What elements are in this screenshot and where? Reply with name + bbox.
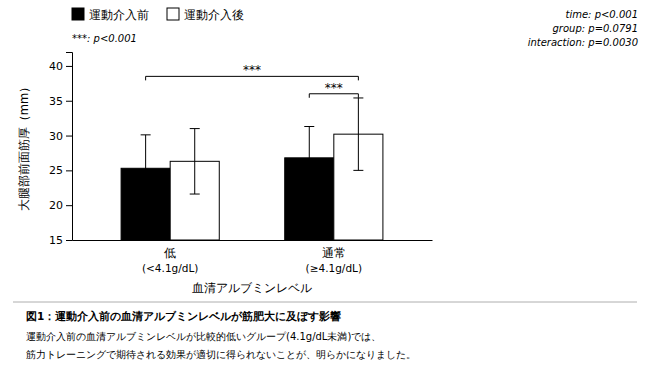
x-tick-label: 通常 [322,246,346,260]
legend-swatch [167,8,179,20]
y-tick-label: 15 [49,234,63,247]
y-tick: 15 [49,234,72,247]
stats: time: p<0.001 group: p=0.0791 interaction:… [528,9,638,48]
error-bar [141,135,151,202]
x-tick: 通常 (≥4.1g/dL) [306,246,362,274]
caption-line: 筋力トレーニングで期待される効果が適切に得られないことが、明らかになりました。 [26,349,416,360]
series [170,134,383,240]
series [121,158,334,240]
y-tick-mark [66,66,72,67]
x-tick: 低 (<4.1g/dL) [142,246,198,274]
error-bar-line [309,127,310,190]
error-bar-cap [353,170,363,171]
divider [13,302,637,303]
y-axis-line [66,53,73,241]
error-bars [190,98,364,194]
significance-note: ***: p<0.001 [72,33,137,44]
y-tick: 35 [49,95,72,108]
y-axis-title: 大腿部前面筋厚（mm） [17,81,31,211]
y-axis: 15 20 25 30 35 40 [49,53,73,248]
y-tick-mark [66,240,72,241]
error-bar [190,129,200,194]
y-tick: 25 [49,164,72,177]
legend-item: 運動介入後 [167,8,244,22]
x-tick-label: 低 [164,246,176,260]
error-bar [353,98,363,170]
y-tick: 20 [49,199,72,212]
marks [121,98,383,240]
error-bar-line [145,135,146,202]
stats-line: interaction: p=0.0030 [528,37,638,48]
plot-area: 15 20 25 30 35 40 低 (<4.1g/dL) 通常 (≥4.1g/dL) 血清アルブ… [17,53,433,296]
error-bar-cap [141,201,151,202]
error-bar-line [358,98,359,170]
error-bar-cap [304,126,314,127]
x-tick-sublabel: (<4.1g/dL) [142,262,198,274]
y-tick-label: 35 [49,95,63,108]
error-bars [141,127,315,202]
error-bar-cap [190,194,200,195]
x-axis: 低 (<4.1g/dL) 通常 (≥4.1g/dL) [73,241,433,275]
error-bar-cap [141,134,151,135]
caption-line: 運動介入前の血清アルブミンレベルが比較的低いグループ(4.1g/dL未満)では、 [26,331,381,342]
bracket-label: *** [243,63,261,77]
legend: 運動介入前 運動介入後 [72,8,244,22]
error-bar-cap [190,128,200,129]
y-tick-label: 25 [49,164,63,177]
stats-line: time: p<0.001 [566,9,639,20]
y-tick-label: 30 [49,130,63,143]
legend-swatch [72,8,84,20]
stats-line: group: p=0.0791 [552,23,638,34]
y-tick-mark [66,170,72,171]
x-axis-line [73,240,433,241]
bracket-label: *** [325,81,343,95]
x-tick-sublabel: (≥4.1g/dL) [306,262,362,274]
error-bar-cap [304,189,314,190]
y-tick-mark [66,205,72,206]
error-bar-line [194,129,195,194]
legend-item: 運動介入前 [72,8,149,22]
y-tick-label: 20 [49,199,63,212]
caption-title: 図1：運動介入前の血清アルブミンレベルが筋肥大に及ぼす影響 [26,310,341,323]
brackets: *** *** [146,63,359,97]
y-tick-mark [66,101,72,102]
legend-label: 運動介入前 [89,8,149,22]
x-axis-title: 血清アルブミンレベル [192,281,312,295]
chart-svg: 15 20 25 30 35 40 低 (<4.1g/dL) 通常 (≥4.1g/dL) 血清アルブ… [0,0,650,384]
y-tick-label: 40 [49,60,63,73]
y-tick-mark [66,136,72,137]
error-bar [304,127,314,190]
y-tick: 40 [49,60,72,73]
legend-label: 運動介入後 [184,8,244,22]
y-tick: 30 [49,130,72,143]
